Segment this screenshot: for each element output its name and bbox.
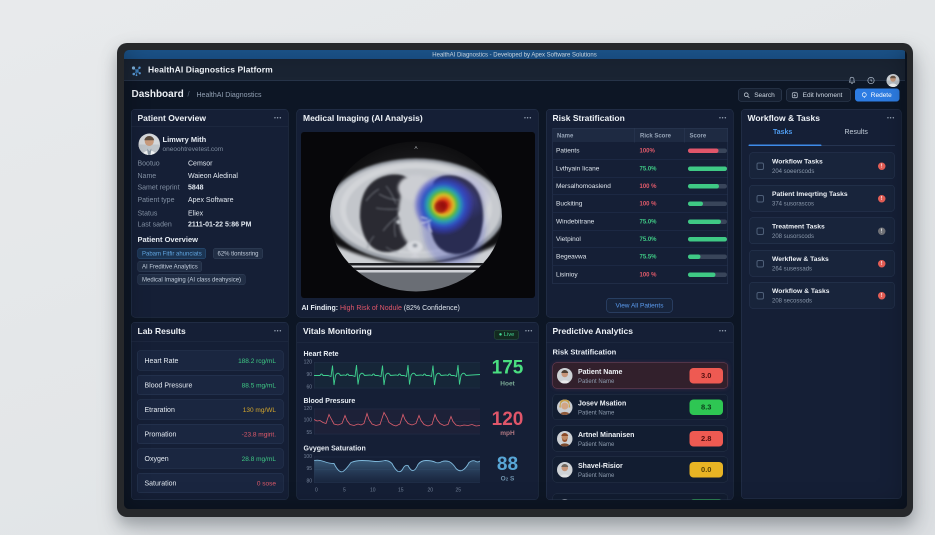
svg-text:A: A — [414, 145, 417, 150]
